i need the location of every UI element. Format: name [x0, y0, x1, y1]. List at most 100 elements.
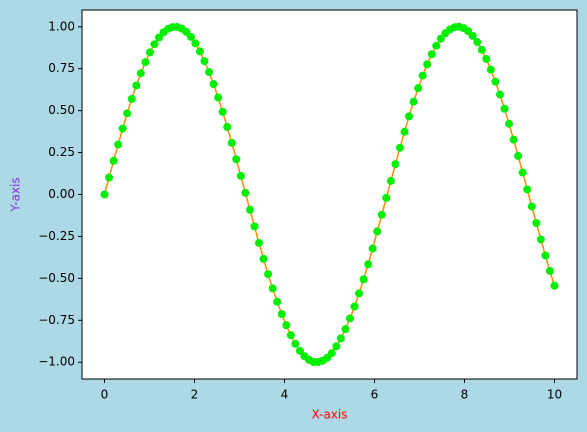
marker — [259, 254, 268, 263]
marker — [368, 244, 377, 253]
marker — [418, 71, 427, 80]
marker — [223, 122, 232, 131]
marker — [377, 210, 386, 219]
marker — [186, 32, 195, 41]
marker — [327, 349, 336, 358]
marker — [505, 119, 514, 128]
marker — [255, 238, 264, 247]
marker — [236, 171, 245, 180]
marker — [400, 127, 409, 136]
y-tick-label: 1.00 — [48, 19, 75, 33]
x-tick-label: 6 — [371, 388, 379, 402]
y-tick-label: 0.25 — [48, 145, 75, 159]
marker — [509, 135, 518, 144]
marker — [200, 57, 209, 66]
marker — [364, 260, 373, 269]
marker — [336, 334, 345, 343]
marker — [277, 310, 286, 319]
marker — [136, 69, 145, 78]
y-tick-label: 0.50 — [48, 103, 75, 117]
marker — [536, 235, 545, 244]
marker — [486, 65, 495, 74]
marker — [482, 54, 491, 63]
x-tick-label: 10 — [547, 388, 562, 402]
marker — [150, 40, 159, 49]
axes-frame — [81, 9, 578, 380]
marker — [127, 94, 136, 103]
marker — [295, 346, 304, 355]
marker — [332, 342, 341, 351]
marker — [550, 281, 559, 290]
marker — [114, 140, 123, 149]
y-tick-label: −1.00 — [38, 355, 75, 369]
plot-area — [82, 10, 577, 379]
marker — [286, 331, 295, 340]
x-tick-label: 2 — [191, 388, 199, 402]
y-tick-label: −0.25 — [38, 229, 75, 243]
marker — [191, 39, 200, 48]
marker — [395, 143, 404, 152]
marker — [386, 176, 395, 185]
marker — [391, 160, 400, 169]
marker — [382, 193, 391, 202]
marker — [264, 270, 273, 279]
x-tick-label: 0 — [101, 388, 109, 402]
marker — [145, 48, 154, 57]
marker — [100, 190, 109, 199]
marker — [432, 41, 441, 50]
x-axis-label: X-axis — [312, 408, 348, 422]
x-tick-label: 4 — [281, 388, 289, 402]
y-tick-label: −0.50 — [38, 271, 75, 285]
marker — [409, 97, 418, 106]
marker — [414, 84, 423, 93]
marker — [205, 68, 214, 77]
marker — [545, 266, 554, 275]
marker — [291, 339, 300, 348]
marker — [423, 60, 432, 69]
marker — [468, 31, 477, 40]
marker — [105, 173, 114, 182]
marker — [473, 38, 482, 47]
marker — [341, 325, 350, 334]
marker — [123, 109, 132, 118]
marker — [118, 124, 127, 133]
marker — [109, 156, 118, 165]
marker — [141, 58, 150, 67]
y-tick-label: −0.75 — [38, 313, 75, 327]
marker — [500, 104, 509, 113]
marker — [195, 47, 204, 56]
marker — [282, 321, 291, 330]
y-tick-label: 0.00 — [48, 187, 75, 201]
marker — [541, 251, 550, 260]
marker — [436, 34, 445, 43]
y-axis-label: Y-axis — [9, 177, 23, 212]
marker — [218, 107, 227, 116]
x-tick-label: 8 — [461, 388, 469, 402]
marker — [245, 205, 254, 214]
marker — [373, 227, 382, 236]
marker — [359, 275, 368, 284]
marker — [405, 112, 414, 121]
marker — [491, 77, 500, 86]
marker — [427, 50, 436, 59]
marker — [209, 80, 218, 89]
marker — [155, 33, 164, 42]
marker — [345, 314, 354, 323]
marker — [273, 297, 282, 306]
marker — [350, 302, 359, 311]
marker — [268, 284, 277, 293]
marker — [132, 81, 141, 90]
marker — [523, 185, 532, 194]
marker — [518, 168, 527, 177]
y-tick-label: 0.75 — [48, 61, 75, 75]
marker — [232, 155, 241, 164]
marker — [250, 222, 259, 231]
marker — [355, 289, 364, 298]
marker — [527, 202, 536, 211]
marker — [477, 45, 486, 54]
marker — [241, 188, 250, 197]
marker — [495, 90, 504, 99]
marker — [514, 151, 523, 160]
